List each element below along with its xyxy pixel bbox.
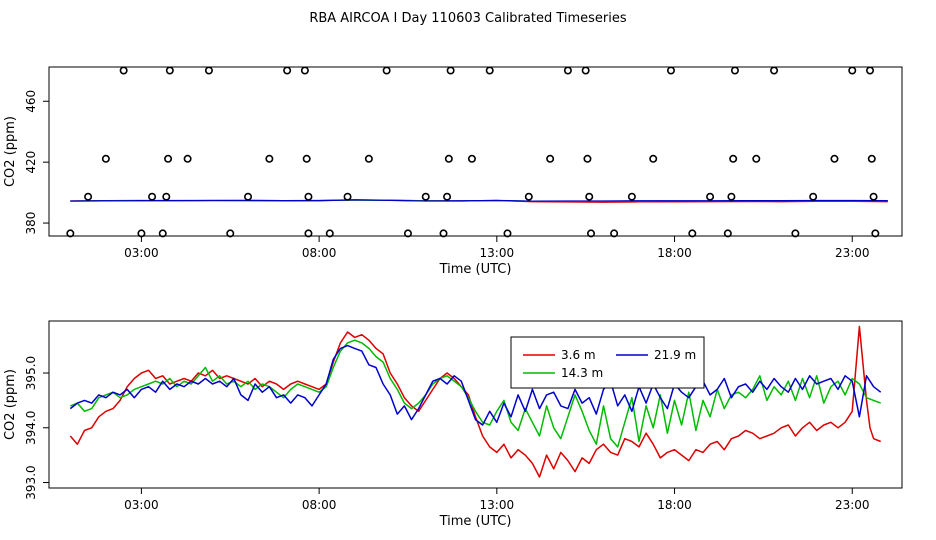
calibration-point <box>119 66 128 75</box>
calibration-point <box>791 229 800 238</box>
calibration-point <box>688 229 697 238</box>
x-axis-label: Time (UTC) <box>439 514 512 529</box>
calibration-point <box>403 229 412 238</box>
x-tick-label: 03:00 <box>124 246 159 260</box>
calibration-point <box>226 229 235 238</box>
y-axis-label: CO2 (ppm) <box>3 116 18 187</box>
calibration-point <box>444 154 453 163</box>
calibration-point <box>730 66 739 75</box>
x-tick-label: 18:00 <box>657 246 692 260</box>
calibration-point <box>302 154 311 163</box>
calibration-point <box>585 192 594 201</box>
top-panel: 03:00 08:00 13:00 18:00 23:00 380 420 460 Time (… <box>3 66 903 277</box>
calibration-point <box>869 192 878 201</box>
calibration-point <box>300 66 309 75</box>
calibration-point <box>848 66 857 75</box>
calibration-point <box>503 229 512 238</box>
calibration-point <box>867 154 876 163</box>
calibration-point <box>137 229 146 238</box>
calibration-point <box>382 66 391 75</box>
calibration-point <box>587 229 596 238</box>
series-line-21-9-m <box>69 344 882 426</box>
y-tick-label: 393.0 <box>24 465 38 499</box>
calibration-point <box>421 192 430 201</box>
y-tick-label: 380 <box>24 212 38 235</box>
x-tick-label: 13:00 <box>480 246 515 260</box>
calibration-point <box>304 192 313 201</box>
series-line-3-6-m <box>69 325 881 478</box>
figure-title: RBA AIRCOA I Day 110603 Calibrated Times… <box>309 11 627 26</box>
calibration-point <box>706 192 715 201</box>
x-tick-label: 08:00 <box>302 498 337 512</box>
calibration-point <box>546 154 555 163</box>
series-line-21-9-m <box>70 199 888 202</box>
calibration-point <box>467 154 476 163</box>
calibration-point <box>443 192 452 201</box>
x-tick-label: 08:00 <box>302 246 337 260</box>
plot-frame <box>48 66 903 237</box>
x-tick-label: 23:00 <box>835 246 870 260</box>
calibration-point <box>649 154 658 163</box>
legend-label: 21.9 m <box>654 348 696 362</box>
calibration-point <box>158 229 167 238</box>
calibration-point <box>446 66 455 75</box>
calibration-point <box>727 192 736 201</box>
calibration-point <box>162 192 171 201</box>
calibration-point <box>304 229 313 238</box>
x-tick-label: 13:00 <box>480 498 515 512</box>
legend-label: 3.6 m <box>561 348 596 362</box>
calibration-point <box>627 192 636 201</box>
calibration-point <box>485 66 494 75</box>
calibration-point <box>729 154 738 163</box>
calibration-point <box>770 66 779 75</box>
calibration-point <box>524 192 533 201</box>
calibration-point <box>164 154 173 163</box>
calibration-point <box>871 229 880 238</box>
calibration-point <box>66 229 75 238</box>
calibration-point <box>343 192 352 201</box>
calibration-point <box>148 192 157 201</box>
legend-box <box>510 336 705 389</box>
bottom-panel: 03:00 08:00 13:00 18:00 23:00 393.0 394.0 395.0… <box>3 320 903 529</box>
calibration-point <box>723 229 732 238</box>
x-axis-label: Time (UTC) <box>439 262 512 277</box>
y-tick-label: 460 <box>24 90 38 113</box>
calibration-point <box>439 229 448 238</box>
calibration-point <box>610 229 619 238</box>
calibration-point <box>183 154 192 163</box>
y-tick-label: 394.0 <box>24 411 38 445</box>
y-tick-label: 395.0 <box>24 356 38 390</box>
calibration-point <box>265 154 274 163</box>
y-tick-label: 420 <box>24 151 38 174</box>
calibration-point <box>165 66 174 75</box>
plot-frame <box>48 320 903 489</box>
calibration-point <box>581 66 590 75</box>
calibration-point <box>752 154 761 163</box>
x-tick-label: 23:00 <box>835 498 870 512</box>
calibration-point <box>866 66 875 75</box>
calibration-point <box>244 192 253 201</box>
calibration-point <box>583 154 592 163</box>
calibration-point <box>325 229 334 238</box>
calibration-point <box>830 154 839 163</box>
calibration-point <box>809 192 818 201</box>
x-tick-label: 18:00 <box>657 498 692 512</box>
calibration-point <box>563 66 572 75</box>
legend-label: 14.3 m <box>561 366 603 380</box>
calibration-point <box>364 154 373 163</box>
calibration-point <box>84 192 93 201</box>
calibration-point <box>666 66 675 75</box>
calibration-point <box>204 66 213 75</box>
y-axis-label: CO2 (ppm) <box>3 369 18 440</box>
series-line-14-3-m <box>70 339 881 448</box>
x-tick-label: 03:00 <box>124 498 159 512</box>
calibration-point <box>283 66 292 75</box>
calibration-point <box>101 154 110 163</box>
